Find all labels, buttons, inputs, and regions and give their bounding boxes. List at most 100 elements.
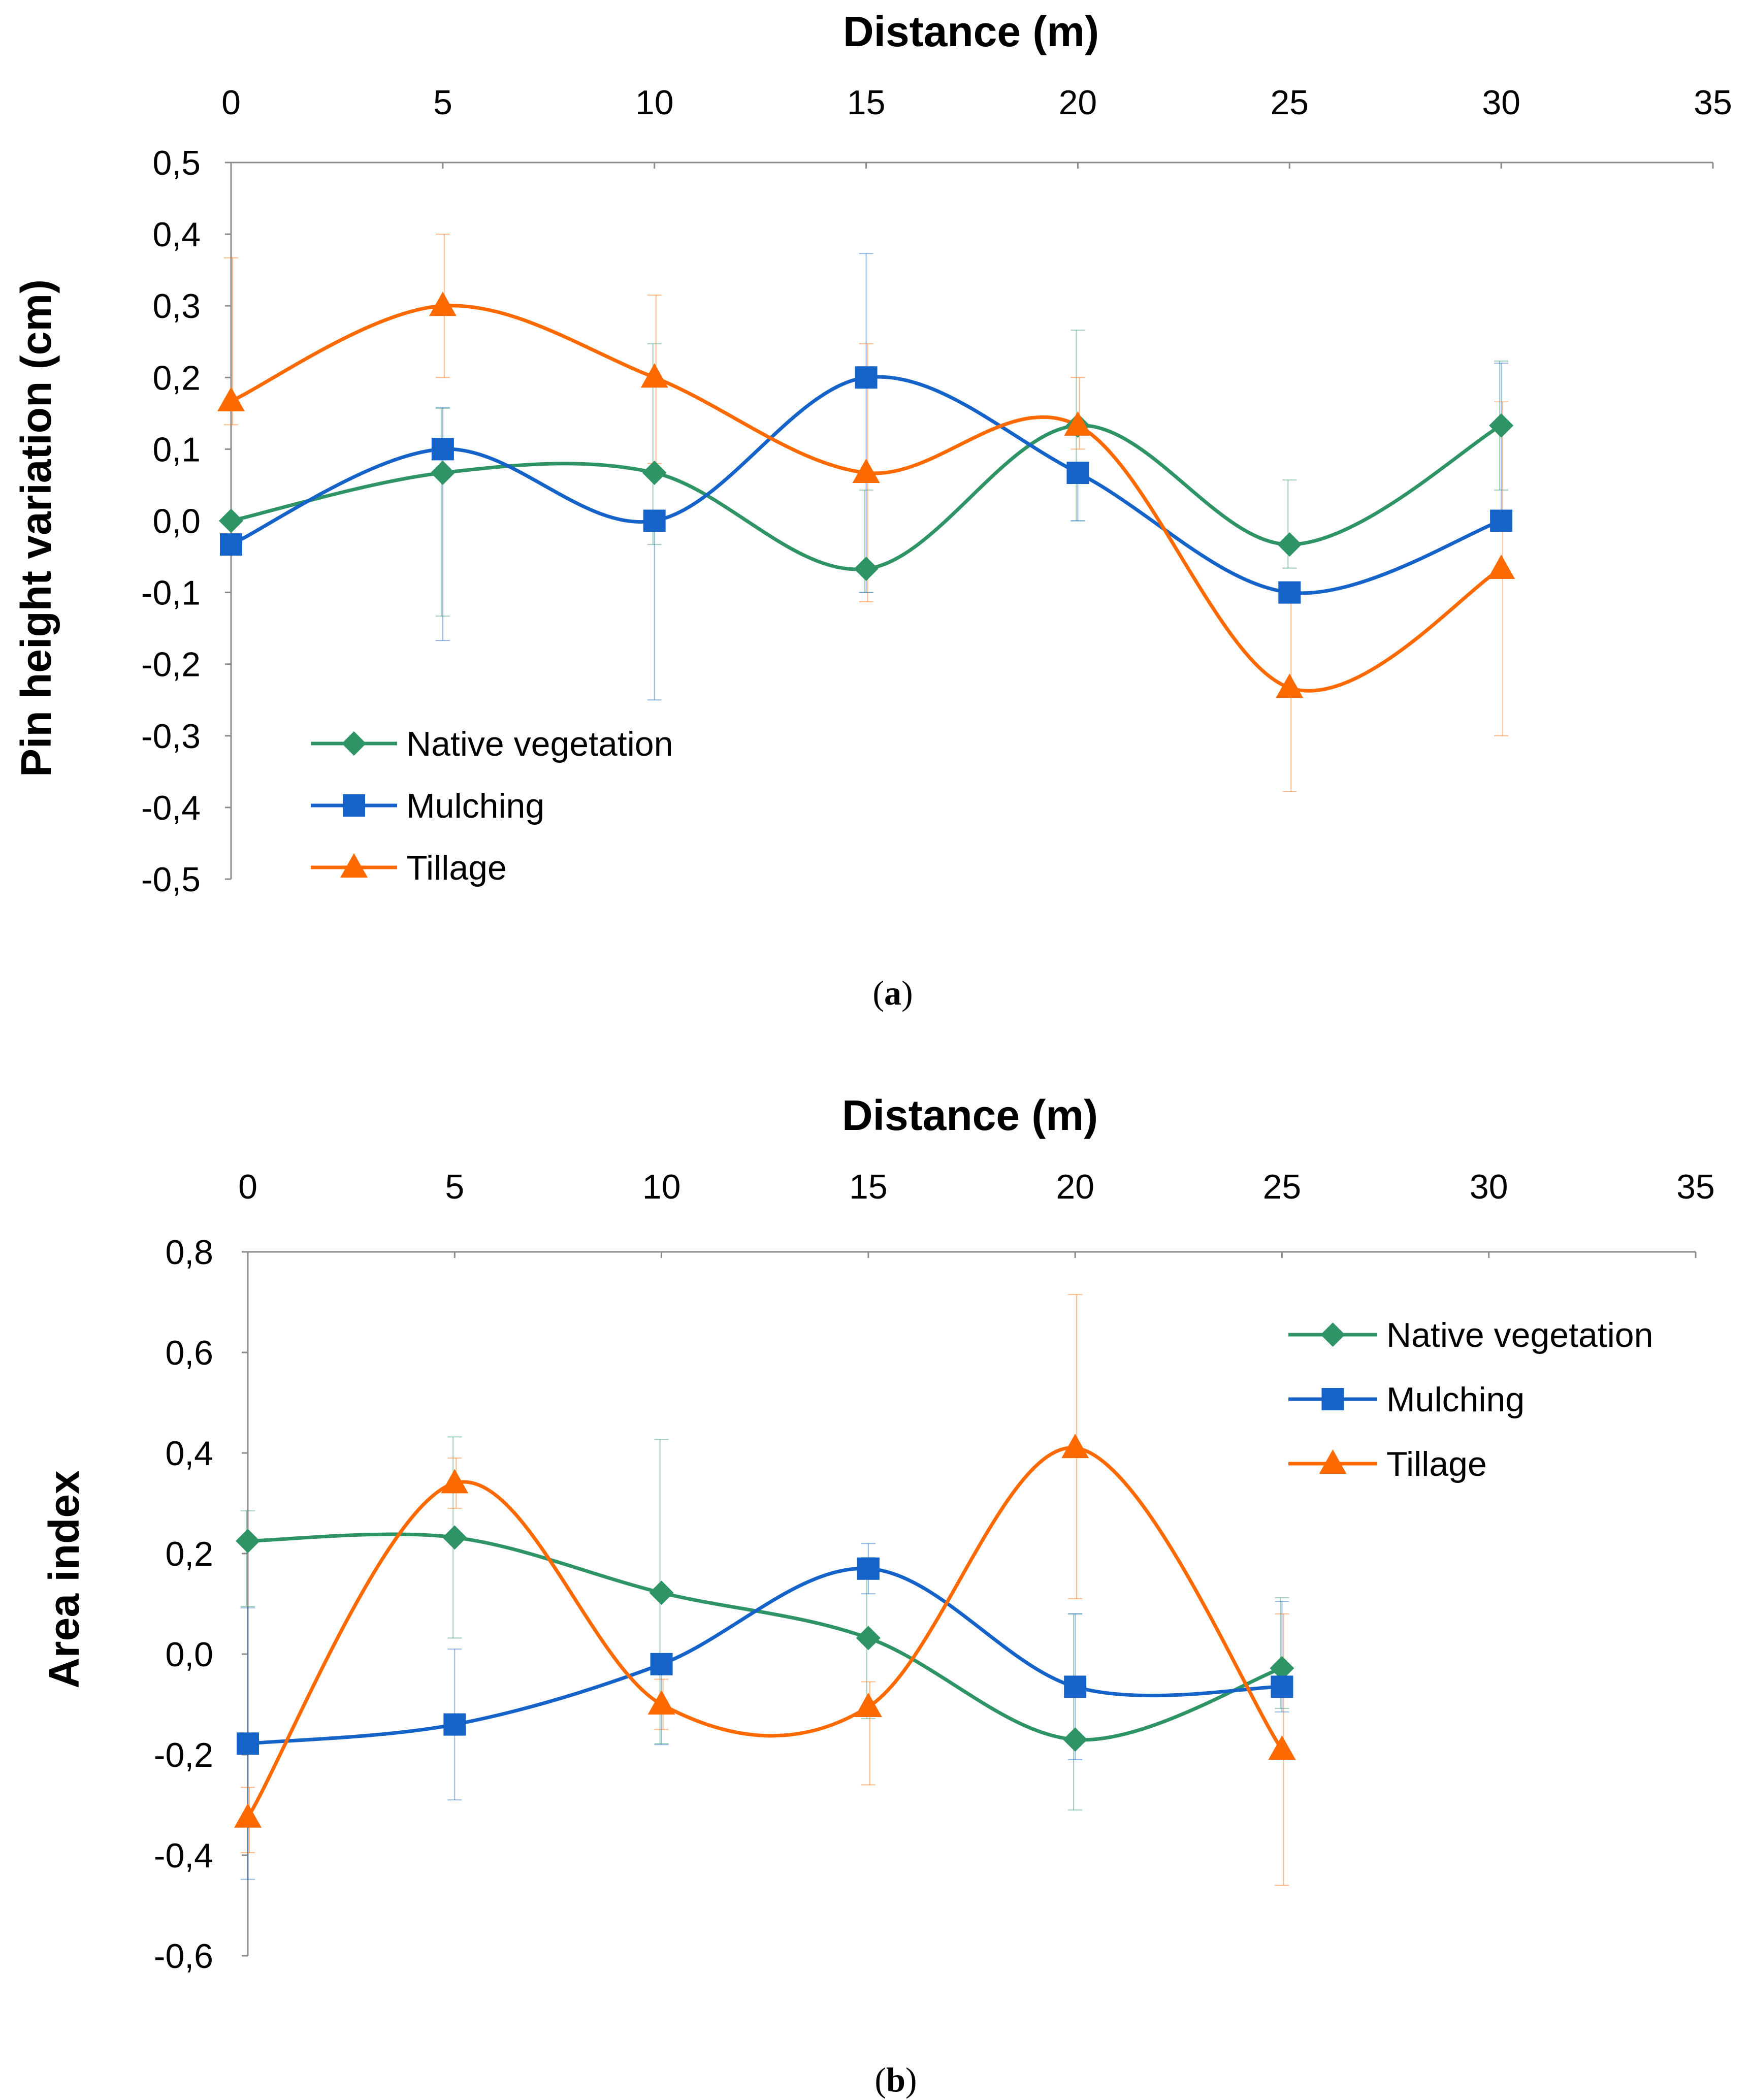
chart-b-tillage-point (234, 1803, 262, 1828)
chart-a-y-tick-label: 0,0 (152, 502, 201, 541)
chart-b-title: Distance (m) (842, 1091, 1098, 1139)
legend-b-tillage-label: Tillage (1386, 1445, 1487, 1483)
chart-a-x-tick-label: 15 (847, 83, 886, 122)
legend-a-native: Native vegetation (311, 725, 673, 763)
legend-a-mulching: Mulching (311, 787, 544, 825)
legend-b-native-marker (1320, 1322, 1345, 1347)
chart-a-tillage-point (1487, 555, 1515, 579)
legend-b-mulching-label: Mulching (1386, 1380, 1525, 1419)
chart-a-native-point (642, 460, 667, 485)
chart-a-y-tick-label: -0,4 (141, 789, 201, 827)
chart-b-mulching-line (247, 1567, 1282, 1746)
chart-a-mulching-point (1490, 509, 1513, 532)
chart-a-mulching-point (643, 509, 666, 532)
chart-b-mulching-point (857, 1557, 880, 1580)
chart-a-x-tick-label: 0 (221, 83, 241, 122)
chart-a-x-tick-label: 5 (433, 83, 452, 122)
chart-b-y-tick-label: 0,0 (165, 1635, 213, 1674)
chart-b-y-tick-label: -0,4 (154, 1836, 213, 1875)
chart-b: Distance (m) Area index 0 5 10 15 20 25 30 35 0… (40, 1091, 1715, 2099)
chart-a-y-tick-label: 0,2 (152, 359, 201, 397)
chart-b-tillage-point (1268, 1735, 1296, 1760)
chart-b-y-tick-label: -0,2 (154, 1736, 213, 1774)
chart-a-x-tick-label: 20 (1059, 83, 1097, 122)
chart-a-legend: Native vegetation Mulching Tillage (311, 725, 673, 887)
chart-b-mulching-point (443, 1713, 466, 1736)
chart-a-ylabel: Pin height variation (cm) (12, 279, 60, 777)
chart-b-x-tick-label: 15 (849, 1168, 888, 1206)
chart-a-y-tick-label: 0,1 (152, 430, 201, 469)
legend-a-native-label: Native vegetation (406, 725, 673, 763)
chart-b-y-tick-label: 0,6 (165, 1334, 213, 1372)
chart-b-y-tick-label: 0,8 (165, 1233, 213, 1272)
legend-b-mulching: Mulching (1288, 1380, 1525, 1419)
chart-a-x-tick-label: 30 (1482, 83, 1520, 122)
chart-a-x-tick-label: 10 (635, 83, 674, 122)
legend-a-tillage-label: Tillage (406, 849, 507, 887)
chart-b-native-line (247, 1532, 1283, 1742)
chart-b-x-tick-label: 30 (1470, 1168, 1508, 1206)
chart-a-mulching-point (855, 366, 878, 389)
chart-a-x-tick-label: 35 (1694, 83, 1732, 122)
legend-a-tillage: Tillage (311, 849, 507, 887)
chart-b-tillage-point (441, 1469, 469, 1494)
chart-a-tillage-point (1276, 673, 1304, 698)
chart-b-tillage-point (1061, 1434, 1089, 1459)
chart-b-tillage-line (246, 1446, 1284, 1819)
chart-b-native-point (236, 1529, 260, 1554)
chart-b-y-tick-label: 0,4 (165, 1434, 213, 1473)
chart-b-native-point (1063, 1727, 1088, 1752)
chart-a-y-tick-label: -0,5 (141, 860, 201, 899)
chart-a-mulching-point (1278, 581, 1301, 604)
chart-a-tillage-point (217, 386, 245, 411)
chart-b-mulching-point (650, 1653, 673, 1675)
chart-b-mulching-point (1064, 1675, 1087, 1698)
chart-a-mulching-point (220, 533, 242, 556)
chart-a-tillage-point (1064, 411, 1092, 436)
chart-b-mulching-point (1271, 1675, 1293, 1698)
chart-a-native-point (219, 508, 243, 533)
chart-a-y-tick-label: 0,3 (152, 287, 201, 326)
legend-b-native: Native vegetation (1288, 1316, 1653, 1354)
chart-a-y-tick-label: 0,4 (152, 215, 201, 254)
chart-a-native-point (430, 460, 455, 485)
chart-a: Distance (m) Pin height variation (cm) 0… (12, 8, 1732, 1012)
chart-b-tillage-point (854, 1692, 882, 1717)
chart-b-x-tick-label: 10 (642, 1168, 681, 1206)
chart-a-tillage-point (852, 458, 880, 483)
chart-b-x-tick-label: 5 (445, 1168, 464, 1206)
chart-a-tillage-point (429, 292, 457, 316)
chart-a-native-point (854, 557, 879, 581)
chart-b-native-point (1270, 1656, 1294, 1681)
chart-a-x-tick-label: 25 (1270, 83, 1309, 122)
chart-b-caption: (b) (874, 2060, 917, 2099)
chart-a-y-tick-label: -0,1 (141, 574, 201, 612)
legend-b-tillage: Tillage (1288, 1445, 1487, 1483)
chart-a-tillage-point (640, 363, 668, 388)
chart-a-mulching-point (431, 438, 454, 461)
chart-b-legend: Native vegetation Mulching Tillage (1288, 1316, 1653, 1483)
chart-a-y-tick-label: 0,5 (152, 144, 201, 182)
legend-a-tillage-marker (340, 853, 368, 878)
legend-b-mulching-marker (1321, 1388, 1344, 1410)
chart-a-title: Distance (m) (843, 8, 1099, 55)
chart-a-mulching-point (1066, 461, 1089, 484)
chart-b-tillage-point (647, 1690, 675, 1715)
chart-b-x-tick-label: 0 (238, 1168, 257, 1206)
chart-b-x-tick-label: 20 (1056, 1168, 1094, 1206)
chart-b-x-tick-label: 35 (1676, 1168, 1715, 1206)
legend-b-tillage-marker (1319, 1449, 1347, 1474)
chart-b-mulching-point (237, 1732, 259, 1755)
chart-b-native-point (649, 1580, 674, 1605)
chart-b-y-tick-label: 0,2 (165, 1535, 213, 1573)
chart-b-native-point (442, 1525, 467, 1550)
legend-b-native-label: Native vegetation (1386, 1316, 1653, 1354)
chart-b-native-point (856, 1626, 881, 1651)
chart-b-y-tick-label: -0,6 (154, 1937, 213, 1976)
chart-a-native-point (1277, 532, 1302, 557)
chart-b-ylabel: Area index (40, 1470, 88, 1689)
chart-a-caption: (a) (872, 974, 913, 1012)
legend-a-native-marker (342, 731, 366, 756)
chart-a-y-tick-label: -0,3 (141, 717, 201, 756)
